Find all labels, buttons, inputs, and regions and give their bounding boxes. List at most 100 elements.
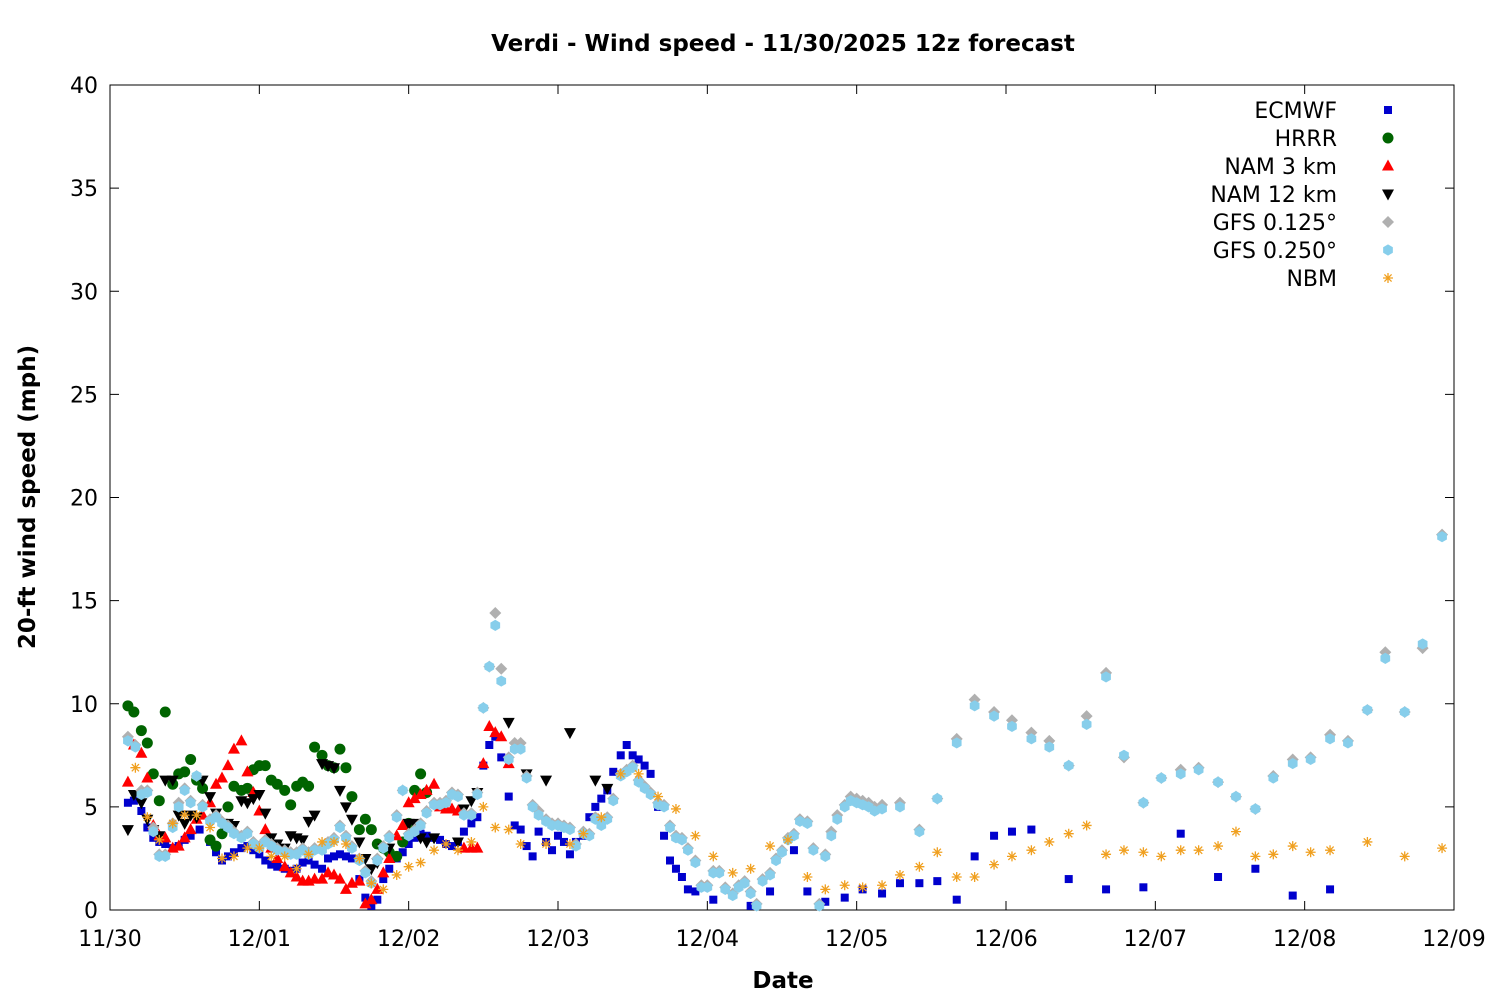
data-point — [483, 719, 496, 731]
legend-label: GFS 0.125° — [1213, 211, 1337, 236]
data-point — [309, 844, 320, 856]
x-tick-label: 12/04 — [676, 927, 739, 952]
data-point — [366, 878, 377, 889]
data-point — [622, 741, 631, 749]
data-point — [210, 777, 223, 789]
data-point — [316, 872, 329, 884]
series-nbm — [130, 762, 1448, 895]
data-point — [533, 809, 544, 821]
data-point — [191, 810, 202, 821]
data-point — [159, 706, 171, 718]
legend-label: NAM 3 km — [1224, 155, 1337, 180]
data-point — [365, 893, 378, 905]
data-point — [341, 852, 350, 861]
data-point — [161, 840, 170, 848]
data-point — [691, 887, 700, 896]
data-point — [1193, 764, 1204, 776]
data-point — [184, 823, 197, 835]
data-point — [255, 850, 264, 859]
data-point — [503, 824, 514, 835]
x-tick-label: 12/01 — [228, 927, 291, 952]
data-point — [266, 851, 277, 862]
data-point — [471, 841, 484, 853]
data-point — [559, 837, 568, 846]
data-point — [420, 837, 433, 849]
data-point — [826, 830, 837, 842]
data-point — [1101, 671, 1111, 683]
data-point — [1287, 841, 1298, 852]
data-point — [677, 873, 686, 881]
data-point — [148, 826, 159, 838]
data-point — [1417, 638, 1428, 650]
data-point — [241, 782, 253, 794]
data-point — [777, 846, 787, 858]
data-point — [186, 831, 195, 840]
x-tick-label: 12/03 — [526, 927, 589, 952]
data-point — [634, 755, 643, 764]
data-point — [451, 837, 464, 849]
data-point — [1176, 829, 1185, 838]
data-point — [869, 805, 880, 817]
data-point — [247, 794, 260, 806]
data-point — [328, 763, 340, 775]
data-point — [477, 757, 490, 769]
data-point — [504, 792, 513, 801]
data-point — [149, 833, 158, 842]
data-point — [1325, 845, 1336, 856]
data-point — [1006, 851, 1017, 862]
data-point — [765, 869, 775, 881]
data-point — [354, 853, 365, 864]
y-tick-label: 0 — [84, 899, 98, 924]
data-point — [839, 880, 850, 891]
data-point — [596, 812, 607, 823]
data-point — [221, 759, 234, 771]
series-hrrr — [122, 700, 433, 862]
data-point — [178, 818, 191, 830]
data-point — [303, 849, 314, 860]
data-point — [1362, 704, 1373, 716]
data-point — [709, 895, 718, 904]
data-point — [447, 842, 456, 851]
data-point — [720, 883, 731, 895]
data-point — [166, 775, 179, 787]
data-point — [137, 807, 146, 815]
data-point — [296, 835, 309, 847]
data-point — [1080, 710, 1093, 723]
data-point — [160, 850, 171, 862]
data-point — [1027, 825, 1036, 834]
series-nam-3-km — [121, 719, 515, 909]
data-point — [459, 827, 468, 836]
data-point — [153, 795, 165, 807]
data-point — [745, 863, 756, 874]
data-point — [403, 861, 414, 872]
data-point — [141, 737, 153, 749]
data-point — [1399, 706, 1410, 718]
data-point — [857, 882, 868, 893]
data-point — [341, 832, 351, 844]
data-point — [540, 775, 553, 787]
data-point — [1156, 772, 1167, 784]
data-point — [284, 866, 297, 878]
data-point — [591, 802, 600, 811]
data-point — [346, 791, 358, 803]
data-point — [789, 846, 798, 855]
data-point — [659, 801, 669, 813]
data-point — [495, 662, 508, 675]
legend-label: GFS 0.250° — [1213, 239, 1337, 264]
series-ecmwf — [123, 732, 1335, 910]
data-point — [803, 887, 812, 896]
data-point — [932, 793, 943, 805]
data-point — [227, 742, 240, 754]
data-point — [436, 835, 445, 844]
data-point — [510, 821, 519, 830]
data-point — [339, 882, 352, 894]
data-point — [185, 797, 196, 809]
data-point — [708, 851, 719, 862]
data-point — [1214, 873, 1223, 881]
data-point — [428, 833, 441, 845]
data-point — [371, 882, 384, 894]
data-point — [254, 843, 265, 854]
data-point — [285, 799, 297, 811]
data-point — [608, 795, 619, 807]
y-tick-label: 5 — [84, 796, 98, 821]
